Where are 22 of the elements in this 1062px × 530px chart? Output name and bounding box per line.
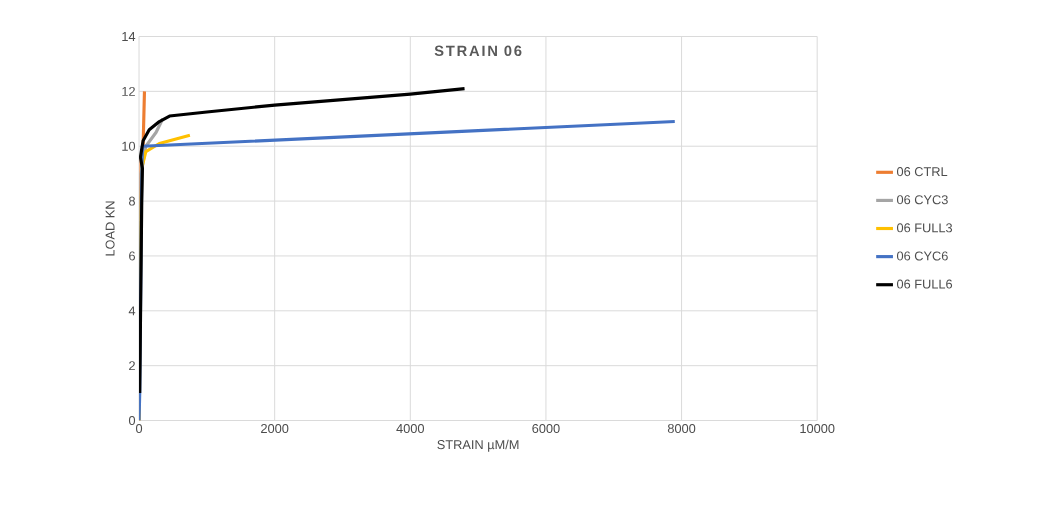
y-tick-label: 14 [122, 32, 136, 41]
legend-label: 06 CYC6 [896, 251, 948, 261]
legend-label: 06 CYC3 [896, 195, 948, 205]
legend-label: 06 CTRL [896, 167, 948, 177]
x-tick-label: 4000 [396, 423, 425, 433]
y-tick-label: 12 [122, 86, 135, 96]
chart-title: STRAIN 06 [434, 45, 522, 57]
x-tick-label: 2000 [261, 423, 289, 433]
line-series [139, 87, 467, 395]
y-tick-label: 8 [129, 196, 136, 206]
legend-label: 06 FULL6 [896, 279, 953, 289]
x-tick-label: 10000 [800, 423, 835, 433]
x-tick-label: 6000 [532, 423, 560, 433]
y-tick-label: 6 [129, 251, 136, 261]
y-tick-label: 10 [122, 141, 136, 151]
y-tick-label: 2 [129, 361, 135, 371]
y-tick-label: 0 [128, 415, 136, 425]
x-tick-label: 8000 [667, 423, 696, 433]
legend-label: 06 FULL3 [896, 223, 953, 233]
x-axis-title: STRAIN µM/M [437, 439, 519, 452]
y-axis-title: LOAD KN [105, 201, 115, 256]
y-tick-label: 4 [128, 306, 136, 316]
